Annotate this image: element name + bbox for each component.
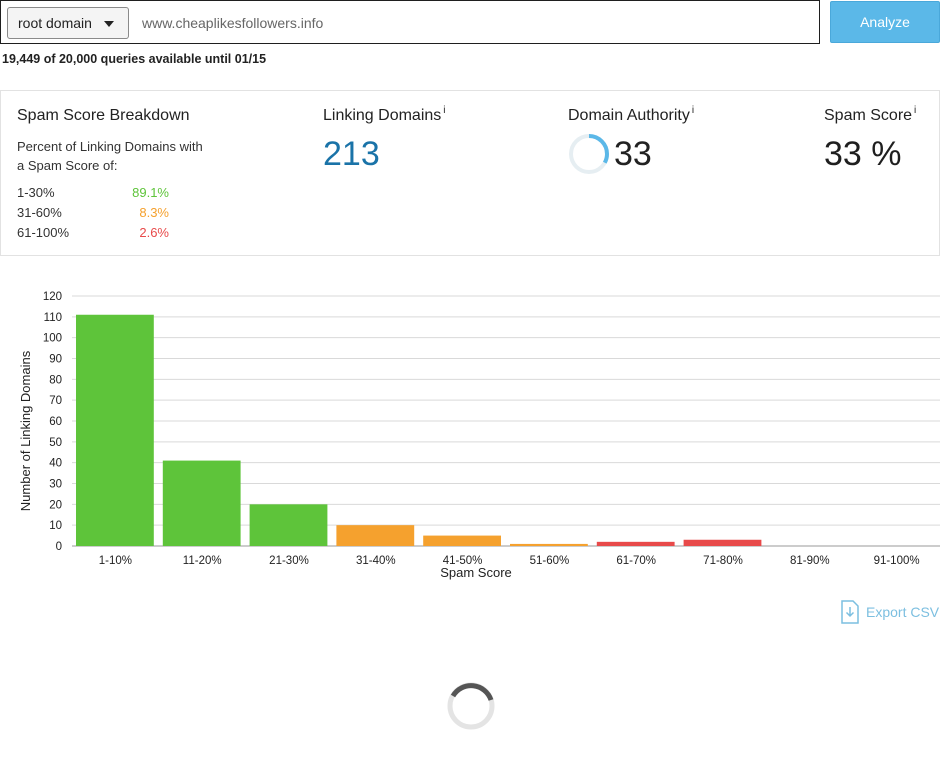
domain-authority-display: 33 (568, 133, 694, 177)
y-tick-label: 100 (43, 333, 62, 345)
breakdown-percent: 2.6% (139, 225, 169, 240)
spam-score-breakdown: Spam Score Breakdown Percent of Linking … (17, 107, 227, 245)
linking-domains-value: 213 (323, 135, 446, 174)
y-tick-label: 80 (49, 374, 62, 386)
export-csv-label: Export CSV (866, 604, 939, 620)
domain-authority-value: 33 (614, 135, 652, 174)
chevron-down-icon (104, 21, 114, 27)
loading-spinner-icon (447, 682, 495, 730)
x-tick-label: 61-70% (616, 555, 656, 567)
x-tick-label: 21-30% (269, 555, 309, 567)
domain-authority-metric: Domain Authority i 33 (568, 107, 694, 177)
y-tick-label: 20 (49, 499, 62, 511)
x-tick-label: 71-80% (703, 555, 743, 567)
y-tick-label: 30 (49, 479, 62, 491)
summary-card: Spam Score Breakdown Percent of Linking … (0, 90, 940, 256)
breakdown-row: 1-30% 89.1% (17, 185, 169, 205)
breakdown-row: 61-100% 2.6% (17, 225, 169, 245)
spam-score-bar-chart: 0 10 20 30 40 50 60 70 80 90 100 110 120 1-10% 11-20% 2… (0, 280, 940, 585)
y-tick-label: 0 (56, 541, 62, 553)
analyze-button[interactable]: Analyze (830, 1, 940, 43)
breakdown-row: 31-60% 8.3% (17, 205, 169, 225)
breakdown-desc-line2: a Spam Score of: (17, 156, 227, 175)
download-file-icon (840, 600, 860, 624)
x-tick-label: 31-40% (356, 555, 396, 567)
bar (76, 315, 154, 546)
breakdown-range: 1-30% (17, 185, 55, 200)
bar (597, 542, 675, 546)
x-tick-label: 51-60% (530, 555, 570, 567)
bar (250, 504, 328, 546)
linking-domains-label: Linking Domains (323, 107, 441, 124)
bar (423, 536, 501, 546)
y-tick-label: 60 (49, 416, 62, 428)
x-tick-label: 81-90% (790, 555, 830, 567)
y-tick-label: 120 (43, 291, 62, 303)
breakdown-rows: 1-30% 89.1% 31-60% 8.3% 61-100% 2.6% (17, 185, 227, 245)
info-icon[interactable]: i (692, 105, 694, 116)
query-quota-text: 19,449 of 20,000 queries available until… (2, 52, 266, 66)
search-bar: root domain (0, 0, 820, 44)
spam-score-metric: Spam Score i 33 % (824, 107, 916, 174)
spam-score-title: Spam Score i (824, 107, 916, 125)
domain-authority-label: Domain Authority (568, 107, 690, 124)
scope-dropdown[interactable]: root domain (7, 7, 129, 39)
y-tick-label: 40 (49, 458, 62, 470)
x-axis-label: Spam Score (440, 565, 512, 580)
breakdown-percent: 89.1% (132, 185, 169, 200)
bar (163, 461, 241, 546)
url-input[interactable] (137, 7, 807, 39)
breakdown-desc-line1: Percent of Linking Domains with (17, 137, 227, 156)
linking-domains-metric: Linking Domains i 213 (323, 107, 446, 174)
x-tick-label: 11-20% (183, 555, 222, 567)
info-icon[interactable]: i (914, 105, 916, 116)
breakdown-title: Spam Score Breakdown (17, 107, 227, 125)
spam-score-value: 33 % (824, 135, 916, 174)
authority-ring-icon (568, 133, 610, 175)
x-tick-label: 1-10% (99, 555, 132, 567)
y-tick-label: 90 (49, 354, 62, 366)
y-tick-label: 110 (44, 312, 62, 324)
bar (684, 540, 762, 546)
y-axis-label: Number of Linking Domains (18, 350, 33, 511)
export-csv-link[interactable]: Export CSV (840, 600, 860, 624)
spam-score-label: Spam Score (824, 107, 912, 124)
scope-dropdown-label: root domain (18, 15, 92, 31)
bar (510, 544, 588, 546)
linking-domains-title: Linking Domains i (323, 107, 446, 125)
breakdown-range: 31-60% (17, 205, 62, 220)
breakdown-percent: 8.3% (139, 205, 169, 220)
breakdown-range: 61-100% (17, 225, 69, 240)
y-tick-label: 70 (49, 395, 62, 407)
y-tick-label: 50 (49, 437, 62, 449)
x-tick-label: 91-100% (874, 555, 920, 567)
bar (336, 525, 414, 546)
info-icon[interactable]: i (443, 105, 445, 116)
breakdown-description: Percent of Linking Domains with a Spam S… (17, 137, 227, 175)
y-tick-label: 10 (49, 520, 62, 532)
domain-authority-title: Domain Authority i (568, 107, 694, 125)
